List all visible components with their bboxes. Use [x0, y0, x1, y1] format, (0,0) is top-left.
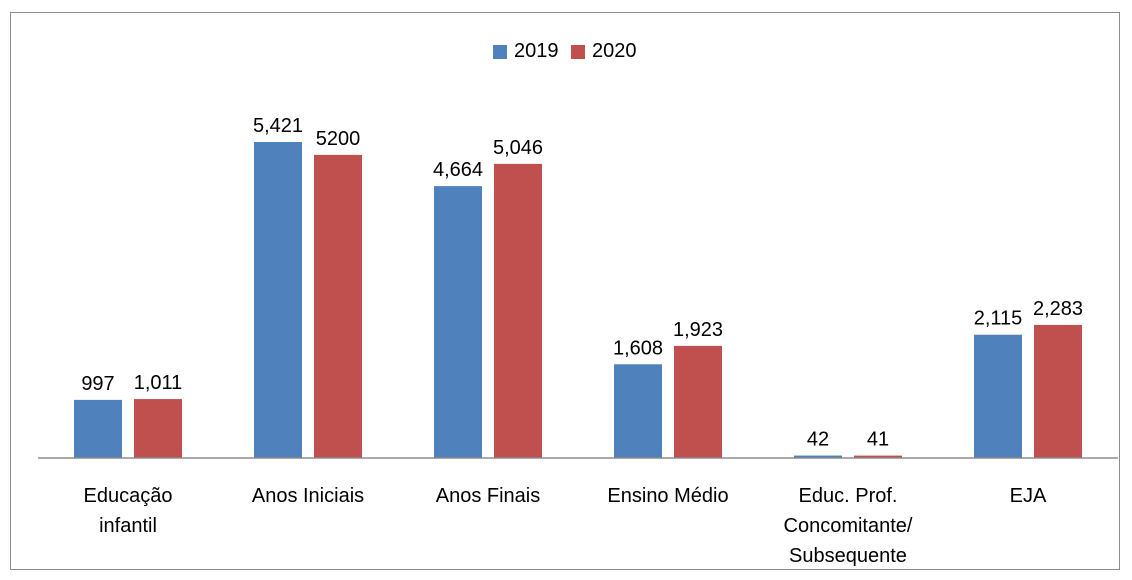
- value-label-2020-4: 41: [867, 429, 889, 451]
- legend-swatch-2020: [571, 45, 585, 59]
- bar-2019-4: [794, 455, 842, 458]
- value-label-2019-0: 997: [81, 373, 114, 395]
- value-label-2020-5: 2,283: [1033, 298, 1083, 320]
- value-label-2020-1: 5200: [316, 128, 361, 150]
- bar-2020-4: [854, 455, 902, 458]
- category-label-5: EJA: [1010, 485, 1047, 507]
- value-label-2020-3: 1,923: [673, 319, 723, 341]
- legend-swatch-2019: [493, 45, 507, 59]
- category-label-1: Anos Iniciais: [252, 485, 364, 507]
- bar-2020-1: [314, 154, 362, 458]
- bar-2020-0: [134, 399, 182, 458]
- bar-2019-3: [614, 364, 662, 458]
- value-label-2019-2: 4,664: [433, 159, 483, 181]
- value-label-2019-4: 42: [807, 429, 829, 451]
- category-labels: Educação infantil Anos Iniciais Anos Finais…: [84, 485, 1047, 567]
- bar-2019-2: [434, 186, 482, 459]
- legend: 2019 2020: [493, 40, 637, 62]
- bar-2020-2: [494, 163, 542, 458]
- category-label-2: Anos Finais: [436, 485, 541, 507]
- bar-2019-0: [74, 399, 122, 458]
- bar-2020-5: [1034, 324, 1082, 458]
- chart-frame: [10, 12, 1120, 570]
- bar-2020-3: [674, 345, 722, 458]
- value-label-2020-0: 1,011: [134, 372, 183, 394]
- category-label-4: Educ. Prof. Concomitante/Subsequente: [784, 485, 913, 567]
- bar-2019-1: [254, 142, 302, 458]
- value-label-2019-5: 2,115: [974, 308, 1023, 330]
- category-label-0: Educação infantil: [84, 485, 173, 537]
- legend-label-2019: 2019: [514, 40, 559, 62]
- bar-2019-5: [974, 334, 1022, 458]
- value-labels: 997 1,011 5,421 5200 4,664 5,046 1,608 1,923 42 4…: [81, 115, 1083, 451]
- legend-label-2020: 2020: [592, 40, 637, 62]
- bars: [74, 142, 1082, 459]
- value-label-2020-2: 5,046: [493, 137, 543, 159]
- value-label-2019-1: 5,421: [253, 115, 303, 137]
- category-label-3: Ensino Médio: [607, 485, 728, 507]
- value-label-2019-3: 1,608: [613, 337, 663, 359]
